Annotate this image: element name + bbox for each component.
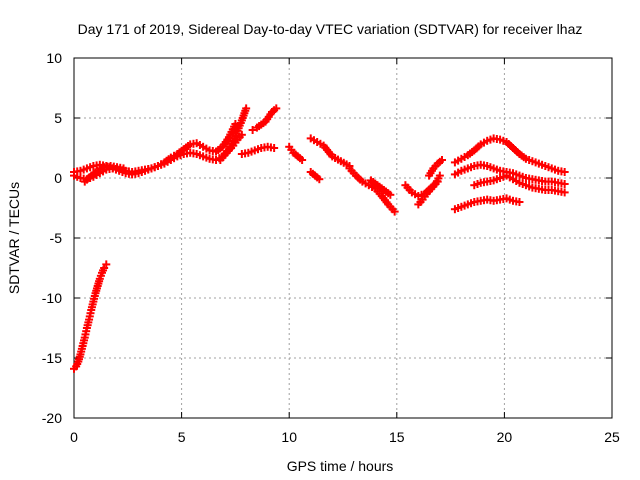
- data-point: [386, 190, 395, 199]
- data-point: [390, 207, 399, 216]
- data-point: [315, 175, 324, 184]
- data-point: [119, 164, 128, 173]
- series-track-r: [470, 171, 569, 197]
- x-tick-label: 0: [70, 429, 78, 445]
- data-point: [237, 130, 246, 139]
- series-track-c: [80, 162, 128, 186]
- data-point: [248, 126, 257, 134]
- x-tick-label: 20: [497, 429, 513, 445]
- y-tick-label: -5: [50, 230, 63, 246]
- data-point: [435, 171, 444, 180]
- data-point: [272, 104, 281, 113]
- data-point: [437, 156, 446, 164]
- series-track-n: [425, 156, 446, 180]
- series-track-p: [450, 134, 569, 176]
- series-track-o: [450, 194, 524, 214]
- x-tick-label: 10: [281, 429, 297, 445]
- series-track-b: [70, 104, 251, 184]
- x-tick-label: 25: [604, 429, 620, 445]
- chart-title: Day 171 of 2019, Sidereal Day-to-day VTE…: [78, 21, 583, 37]
- series-drop-segment: [70, 260, 111, 373]
- y-tick-label: 0: [54, 170, 62, 186]
- data-point: [515, 198, 524, 206]
- series-track-d: [216, 130, 246, 164]
- data-point: [270, 144, 279, 152]
- series-track-h: [306, 134, 354, 170]
- series-track-f: [248, 104, 281, 134]
- y-tick-label: 5: [54, 110, 62, 126]
- grid-lines: [74, 58, 612, 418]
- x-axis-label: GPS time / hours: [287, 458, 394, 474]
- data-point: [560, 168, 569, 176]
- x-tick-label: 15: [389, 429, 405, 445]
- y-tick-label: 10: [46, 50, 62, 66]
- series-track-e: [237, 142, 279, 158]
- data-point: [242, 104, 251, 113]
- axes: [73, 57, 613, 419]
- data-point: [560, 188, 569, 197]
- y-tick-label: -20: [42, 410, 62, 426]
- series-track-i: [306, 168, 324, 184]
- series-track-g: [285, 142, 307, 164]
- data-point: [102, 260, 111, 269]
- tick-labels: 0 5 10 15 20 25 -20 -15 -10 -5 0 5 10: [42, 50, 620, 445]
- data-point: [298, 156, 307, 164]
- series-track-m: [414, 171, 444, 209]
- data-points: [70, 104, 569, 373]
- series-track-k: [366, 176, 395, 199]
- y-axis-label: SDTVAR / TECUs: [6, 182, 22, 294]
- y-tick-label: -10: [42, 290, 62, 306]
- y-tick-label: -15: [42, 350, 62, 366]
- data-point: [560, 180, 569, 188]
- x-tick-label: 5: [178, 429, 186, 445]
- series-track-j: [345, 164, 399, 216]
